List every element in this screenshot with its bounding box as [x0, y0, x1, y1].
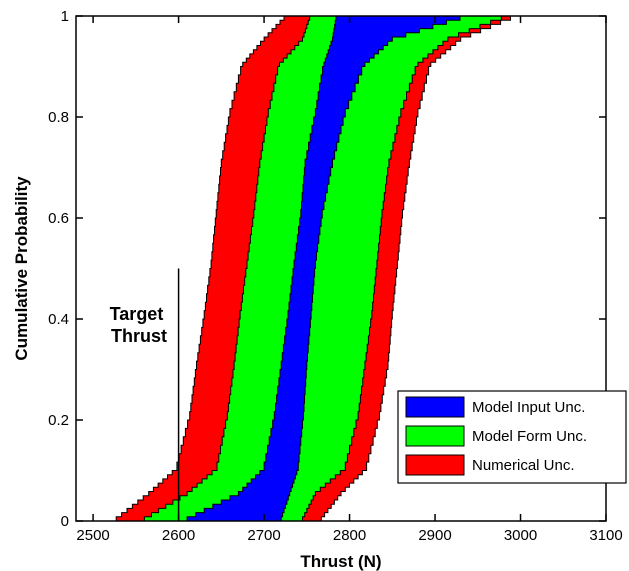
x-tick-label: 2700 — [247, 527, 280, 544]
x-tick-label: 3100 — [589, 527, 622, 544]
uncertainty-bands — [115, 15, 521, 522]
y-tick-label: 0.6 — [48, 210, 69, 227]
y-tick-label: 0.2 — [48, 412, 69, 429]
legend-swatch — [405, 396, 465, 418]
target-thrust-label-line2: Thrust — [111, 326, 167, 346]
x-axis-title: Thrust (N) — [300, 552, 381, 571]
legend-swatch — [405, 454, 465, 476]
x-tick-label: 2500 — [76, 527, 109, 544]
x-tick-label: 2900 — [418, 527, 451, 544]
y-tick-label: 0 — [61, 513, 69, 530]
x-tick-label: 3000 — [504, 527, 537, 544]
x-tick-label: 2800 — [333, 527, 366, 544]
x-axis-ticks: 2500 2600 2700 2800 2900 3000 3100 — [76, 16, 623, 544]
target-thrust-label-line1: Target — [110, 304, 164, 324]
legend-label: Numerical Unc. — [472, 457, 575, 474]
band-model-input-unc — [186, 15, 474, 522]
legend: Model Input Unc. Model Form Unc. Numerical… — [397, 390, 627, 484]
legend-label: Model Form Unc. — [472, 428, 587, 445]
target-thrust-label: Target Thrust — [110, 304, 169, 346]
plot-frame — [75, 15, 607, 522]
y-tick-label: 1 — [61, 8, 69, 25]
target-thrust-annotation: Target Thrust — [110, 268, 180, 521]
legend-label: Model Input Unc. — [472, 399, 585, 416]
legend-swatch — [405, 425, 465, 447]
band-model-form-unc — [143, 15, 512, 522]
y-axis-title: Cumulative Probability — [12, 176, 31, 361]
x-tick-label: 2600 — [162, 527, 195, 544]
y-tick-label: 0.8 — [48, 109, 69, 126]
y-tick-label: 0.4 — [48, 311, 69, 328]
